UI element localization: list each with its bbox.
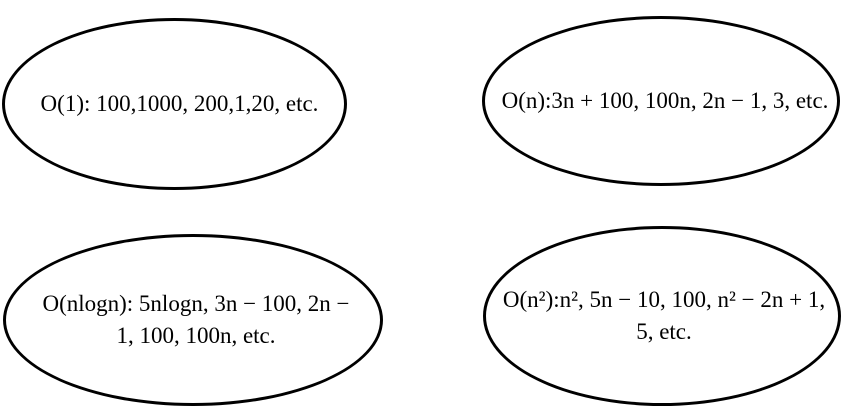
ellipse-o-n-squared: O(n²):n², 5n − 10, 100, n² − 2n + 1, 5, … [483,226,841,406]
label-o-n-line-1: O(n):3n + 100, 100n, 2n − 1, 3, etc. [501,88,829,113]
label-o-n-squared: O(n²):n², 5n − 10, 100, n² − 2n + 1, 5, … [503,284,825,348]
label-o-n: O(n):3n + 100, 100n, 2n − 1, 3, etc. [502,85,829,117]
ellipse-o-n: O(n):3n + 100, 100n, 2n − 1, 3, etc. [482,16,840,186]
ellipse-o-nlogn: O(nlogn): 5nlogn, 3n − 100, 2n − 1, 100,… [3,234,383,406]
label-o-nlogn-line-1: O(nlogn): 5nlogn, 3n − 100, 2n − [42,291,350,316]
label-o-nlogn-line-2: 1, 100, 100n, etc. [116,323,276,348]
label-o-n-squared-line-1: O(n²):n², 5n − 10, 100, n² − 2n + 1, [502,287,826,312]
label-o-1-line-1: O(1): 100,1000, 200,1,20, etc. [40,91,319,116]
ellipse-o-1: O(1): 100,1000, 200,1,20, etc. [2,18,347,190]
label-o-1: O(1): 100,1000, 200,1,20, etc. [41,88,319,120]
label-o-nlogn: O(nlogn): 5nlogn, 3n − 100, 2n − 1, 100,… [42,288,349,352]
label-o-n-squared-line-2: 5, etc. [636,319,692,344]
